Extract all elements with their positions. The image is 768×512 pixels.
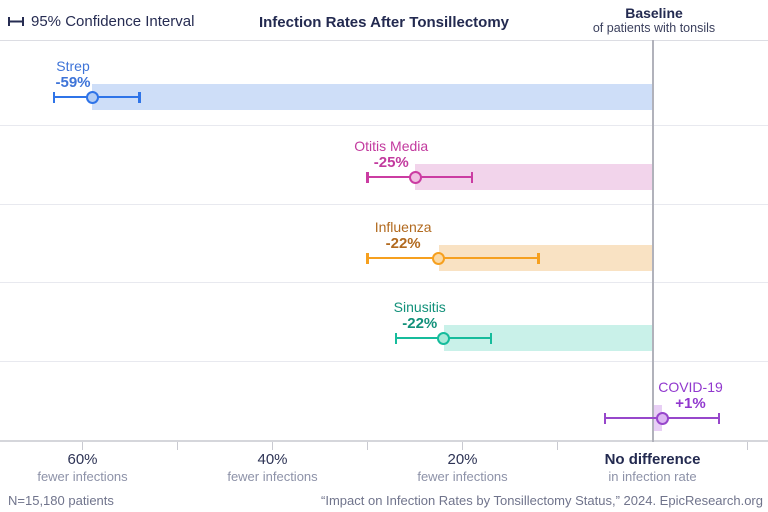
axis-tick — [461, 442, 464, 450]
x-axis-line — [0, 440, 768, 442]
axis-tick — [746, 442, 749, 450]
sample-size-note: N=15,180 patients — [8, 493, 114, 508]
row-divider — [0, 282, 768, 283]
baseline-reference-line — [651, 40, 654, 442]
series-value-label: -59% — [55, 74, 91, 91]
series-value-label: -25% — [373, 154, 409, 171]
ci-cap-left — [394, 332, 398, 344]
point-marker — [432, 251, 446, 265]
baseline-header: Baseline of patients with tonsils — [574, 5, 734, 35]
series-value-label: -22% — [385, 235, 421, 252]
series-value-label: -22% — [402, 315, 438, 332]
row-divider — [0, 360, 768, 362]
axis-tick-label: 40% fewer infections — [193, 451, 353, 485]
ci-cap-right — [138, 91, 141, 103]
row-divider — [0, 124, 768, 126]
axis-tick-sublabel: fewer infections — [227, 469, 318, 484]
axis-tick-label: No difference in infection rate — [573, 451, 733, 485]
axis-tick-value: 20% — [447, 451, 478, 468]
axis-tick-value: No difference — [604, 451, 701, 468]
axis-tick-value: 60% — [67, 451, 98, 468]
source-citation: “Impact on Infection Rates by Tonsillect… — [321, 493, 763, 508]
ci-cap-left — [52, 91, 56, 103]
point-marker — [85, 90, 99, 104]
axis-tick — [81, 442, 84, 450]
ci-cap-left — [603, 412, 607, 424]
ci-cap-right — [537, 252, 540, 264]
axis-tick-label: 60% fewer infections — [3, 451, 163, 485]
ci-cap-left — [366, 252, 369, 264]
axis-tick-sublabel: fewer infections — [417, 469, 508, 484]
axis-tick-sublabel: fewer infections — [37, 469, 128, 484]
series-name-label: COVID-19 — [658, 379, 723, 395]
baseline-label: Baseline — [625, 5, 683, 21]
ci-cap-right — [489, 332, 493, 344]
series-value-label: +1% — [675, 395, 706, 412]
baseline-sublabel: of patients with tonsils — [592, 21, 716, 36]
ci-line — [367, 256, 539, 260]
axis-tick — [176, 442, 179, 450]
series-name-label: Otitis Media — [354, 138, 429, 154]
axis-tick — [366, 442, 369, 450]
axis-tick — [556, 442, 559, 450]
series-band — [92, 84, 653, 110]
ci-cap-right — [717, 412, 721, 424]
series-name-label: Strep — [56, 58, 90, 74]
confidence-interval-icon — [8, 16, 24, 27]
ci-legend: 95% Confidence Interval — [8, 13, 194, 30]
point-marker — [408, 170, 422, 184]
row-divider — [0, 203, 768, 205]
axis-tick-value: 40% — [257, 451, 288, 468]
ci-legend-label: 95% Confidence Interval — [31, 13, 195, 30]
header-divider — [0, 40, 768, 41]
series-name-label: Sinusitis — [393, 299, 446, 315]
ci-cap-right — [470, 171, 474, 183]
axis-tick-label: 20% fewer infections — [383, 451, 543, 485]
axis-tick — [271, 442, 274, 450]
ci-cap-left — [366, 171, 369, 183]
point-marker — [655, 411, 669, 425]
series-name-label: Influenza — [374, 219, 432, 235]
axis-tick-sublabel: in infection rate — [608, 469, 697, 484]
chart-title: Infection Rates After Tonsillectomy — [258, 14, 510, 31]
point-marker — [437, 331, 450, 345]
